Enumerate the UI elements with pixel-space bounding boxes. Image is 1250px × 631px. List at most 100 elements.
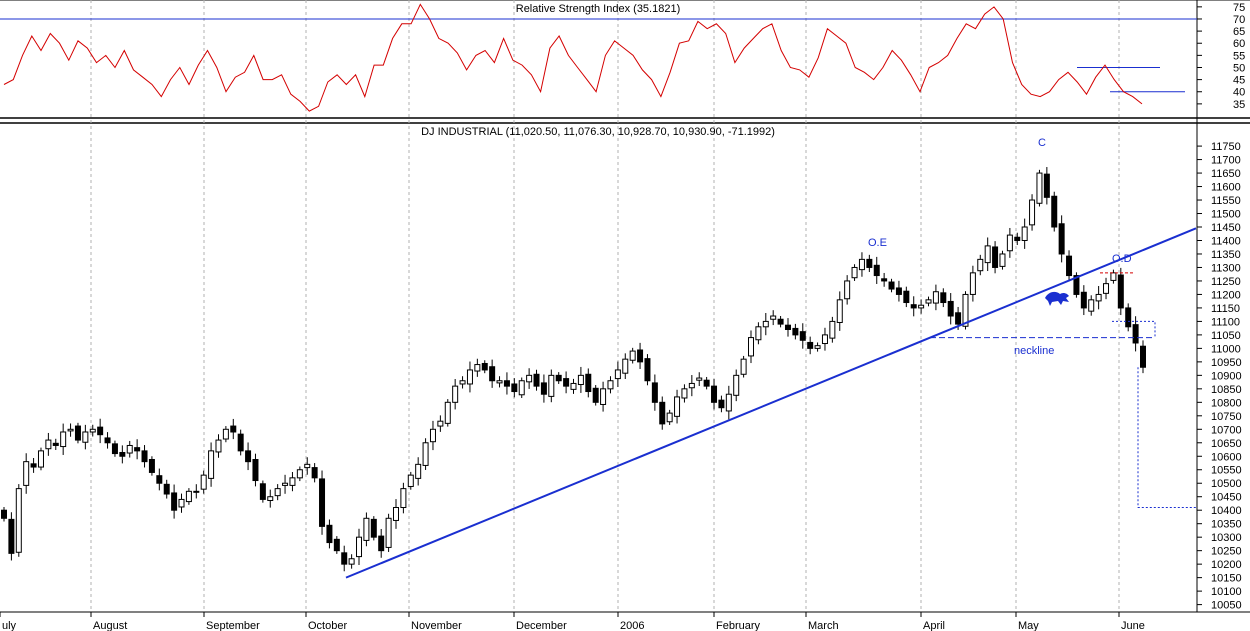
price-y-tick-label: 10300 — [1211, 532, 1242, 544]
rsi-y-tick-label: 55 — [1233, 50, 1245, 62]
rsi-y-tick-label: 40 — [1233, 87, 1245, 99]
candle-down-body — [659, 401, 666, 425]
candle-down-body — [866, 258, 873, 268]
candle — [895, 280, 902, 302]
candle — [1014, 232, 1021, 246]
candle-up-body — [466, 369, 473, 385]
candle — [459, 376, 466, 389]
candle-up-body — [415, 463, 422, 479]
candle-up-body — [200, 474, 207, 490]
candle-down-body — [637, 349, 644, 363]
x-tick-label: December — [516, 620, 567, 631]
candle — [466, 361, 473, 393]
candle-up-body — [1029, 199, 1036, 226]
candle — [1132, 316, 1139, 352]
candle-up-body — [222, 428, 229, 440]
candle — [326, 519, 333, 549]
candle — [725, 385, 732, 420]
candle-up-body — [282, 482, 289, 486]
candle — [178, 493, 185, 513]
candle-up-body — [821, 334, 828, 345]
candle-up-body — [733, 374, 740, 396]
candle-down-body — [378, 535, 385, 552]
candle — [600, 381, 607, 412]
candle-down-body — [703, 379, 710, 387]
candle — [67, 423, 74, 437]
candle-up-body — [459, 380, 466, 385]
candle-down-body — [903, 290, 910, 304]
candle-up-body — [614, 369, 621, 380]
candle — [1080, 285, 1087, 316]
price-y-tick-label: 11150 — [1211, 303, 1240, 315]
candle — [89, 424, 96, 437]
candle — [851, 264, 858, 281]
candle — [1051, 191, 1058, 232]
candle-down-body — [171, 492, 178, 511]
candle-down-body — [1051, 195, 1058, 228]
candle — [666, 409, 673, 425]
candle — [629, 347, 636, 364]
candle — [363, 512, 370, 547]
candle — [829, 316, 836, 343]
candle-down-body — [1080, 291, 1087, 309]
candle-up-body — [696, 377, 703, 381]
price-y-tick-label: 11450 — [1211, 222, 1241, 234]
price-y-tick-label: 10250 — [1211, 546, 1242, 558]
candle — [526, 368, 533, 389]
price-y-tick-label: 11650 — [1211, 168, 1241, 180]
candle — [1043, 167, 1050, 205]
price-y-tick-label: 11550 — [1211, 195, 1241, 207]
candle-up-body — [570, 382, 577, 390]
candle-up-body — [1110, 272, 1117, 281]
price-y-tick-label: 11000 — [1211, 343, 1241, 355]
candle-down-body — [52, 442, 59, 446]
candle — [1110, 269, 1117, 284]
trendline — [345, 227, 1197, 579]
candle-down-body — [592, 387, 599, 403]
candle-down-body — [119, 451, 126, 457]
candle — [903, 286, 910, 308]
candle — [348, 554, 355, 569]
annotation-neckline: neckline — [1014, 345, 1054, 357]
candle — [984, 237, 991, 272]
candle-down-body — [141, 450, 148, 463]
price-y-tick-label: 10050 — [1211, 600, 1242, 612]
candle-up-body — [1095, 293, 1102, 302]
rsi-y-tick-label: 50 — [1233, 62, 1245, 74]
candle — [644, 354, 651, 386]
candle-up-body — [267, 496, 274, 501]
candle — [592, 385, 599, 406]
annotation-oe: O.E — [868, 237, 887, 249]
rsi-horizontal-lines — [0, 18, 1197, 93]
candle-up-body — [348, 558, 355, 565]
rsi-y-tick-label: 45 — [1233, 75, 1245, 87]
candle-up-body — [67, 428, 74, 432]
candle — [784, 318, 791, 337]
candle-up-body — [688, 382, 695, 389]
price-y-tick-label: 10500 — [1211, 478, 1242, 490]
candle — [881, 272, 888, 287]
candle-down-body — [1125, 307, 1132, 328]
candle-up-body — [829, 320, 836, 339]
annotation-od: O.D — [1112, 253, 1132, 265]
price-y-tick-label: 10950 — [1211, 357, 1242, 369]
candle — [296, 466, 303, 482]
candle — [947, 293, 954, 325]
candle — [222, 426, 229, 443]
candle-down-body — [341, 552, 348, 565]
candle-up-body — [725, 393, 732, 412]
candle — [496, 376, 503, 388]
candle — [607, 376, 614, 394]
candle-down-body — [873, 264, 880, 277]
candle — [688, 375, 695, 397]
candle-up-body — [999, 253, 1006, 267]
candle-down-body — [1117, 274, 1124, 309]
candle — [703, 376, 710, 390]
candle-up-body — [407, 474, 414, 487]
candle — [614, 361, 621, 388]
candle-down-body — [1014, 236, 1021, 241]
candle-down-body — [555, 374, 562, 382]
candle-down-body — [718, 399, 725, 409]
candle — [563, 371, 570, 394]
price-y-tick-label: 10600 — [1211, 451, 1242, 463]
